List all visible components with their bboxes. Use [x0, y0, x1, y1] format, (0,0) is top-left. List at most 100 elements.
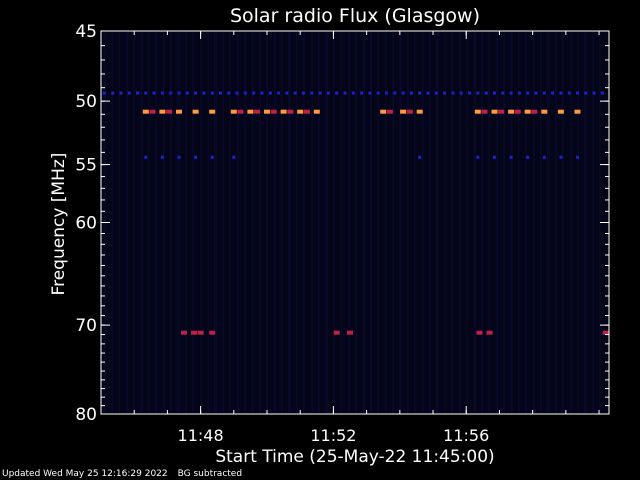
emission-point: [481, 109, 488, 114]
noise-streak: [274, 32, 275, 413]
noise-streak: [378, 32, 379, 413]
emission-point: [197, 330, 204, 335]
noise-streak: [216, 32, 217, 413]
noise-streak: [362, 32, 363, 413]
noise-streak: [541, 32, 542, 413]
noise-streak: [319, 32, 320, 413]
emission-point: [166, 109, 173, 114]
noise-streak: [577, 32, 578, 413]
noise-streak: [584, 32, 585, 413]
emission-point: [498, 109, 505, 114]
emission-point: [280, 109, 287, 114]
noise-streak: [489, 32, 490, 413]
noise-streak: [333, 32, 334, 413]
emission-point: [434, 91, 438, 95]
emission-point: [416, 109, 423, 114]
updated-timestamp: Updated Wed May 25 12:16:29 2022: [2, 469, 168, 479]
emission-point: [534, 91, 538, 95]
noise-streak: [482, 32, 483, 413]
emission-point: [459, 91, 463, 95]
noise-streak: [259, 32, 260, 413]
emission-point: [285, 91, 289, 95]
noise-streak: [186, 32, 187, 413]
emission-point: [576, 155, 579, 159]
emission-point: [333, 330, 340, 335]
noise-streak: [533, 32, 534, 413]
noise-streak: [444, 32, 445, 413]
emission-point: [476, 91, 480, 95]
emission-point: [351, 91, 355, 95]
noise-streak: [386, 32, 387, 413]
noise-streak: [253, 32, 254, 413]
emission-point: [247, 109, 254, 114]
noise-streak: [414, 32, 415, 413]
noise-streak: [592, 32, 593, 413]
noise-streak: [149, 32, 150, 413]
x-tick-label: 11:48: [178, 426, 224, 445]
emission-point: [468, 91, 471, 95]
emission-point: [393, 91, 397, 95]
emission-point: [209, 109, 216, 114]
noise-streak: [297, 32, 298, 413]
noise-streak: [496, 32, 497, 413]
noise-streak: [445, 32, 446, 413]
noise-streak: [473, 32, 474, 413]
emission-point: [418, 91, 422, 95]
emission-point: [526, 91, 530, 95]
emission-point: [517, 91, 521, 95]
noise-streak: [504, 32, 505, 413]
noise-streak: [192, 32, 193, 413]
noise-streak: [281, 32, 282, 413]
noise-streak: [408, 32, 409, 413]
emission-point: [194, 155, 198, 159]
emission-point: [493, 155, 496, 159]
noise-streak: [370, 32, 371, 413]
noise-streak: [266, 32, 267, 413]
emission-point: [509, 91, 513, 95]
emission-point: [191, 330, 197, 335]
noise-streak: [556, 32, 557, 413]
noise-streak: [437, 32, 438, 413]
emission-point: [385, 91, 388, 95]
emission-point: [149, 109, 156, 114]
emission-point: [219, 91, 222, 95]
noise-streak: [245, 32, 246, 413]
noise-streak: [452, 32, 453, 413]
noise-streak: [312, 32, 313, 413]
x-axis: 11:48 11:52 11:56: [100, 31, 600, 445]
emission-point: [227, 91, 231, 95]
emission-point: [508, 109, 515, 114]
noise-streak: [349, 32, 350, 413]
emission-point: [210, 155, 214, 159]
emission-point: [531, 109, 538, 114]
noise-streak: [571, 32, 572, 413]
noise-streak: [519, 32, 520, 413]
emission-point: [347, 330, 353, 335]
noise-streak: [237, 32, 238, 413]
noise-streak: [164, 32, 165, 413]
noise-streak: [511, 32, 512, 413]
emission-point: [406, 109, 413, 114]
noise-streak: [275, 32, 276, 413]
noise-streak: [112, 32, 113, 413]
noise-streak: [119, 32, 120, 413]
noise-streak: [304, 32, 305, 413]
emission-point: [202, 91, 206, 95]
emission-point: [303, 109, 310, 114]
noise-streak: [460, 32, 461, 413]
plot-area: [101, 31, 609, 414]
y-tick-label: 55: [75, 156, 97, 176]
noise-streak: [363, 32, 364, 413]
noise-streak: [229, 32, 230, 413]
noise-streak: [570, 32, 571, 413]
emission-point: [177, 155, 181, 159]
noise-streak: [214, 32, 215, 413]
emission-point: [368, 91, 372, 95]
noise-streak: [134, 32, 135, 413]
y-axis-label: Frequency [MHz]: [49, 153, 69, 296]
emission-point: [194, 91, 198, 95]
x-axis-label: Start Time (25-May-22 11:45:00): [215, 447, 494, 467]
noise-streak: [451, 32, 452, 413]
noise-streak: [208, 32, 209, 413]
